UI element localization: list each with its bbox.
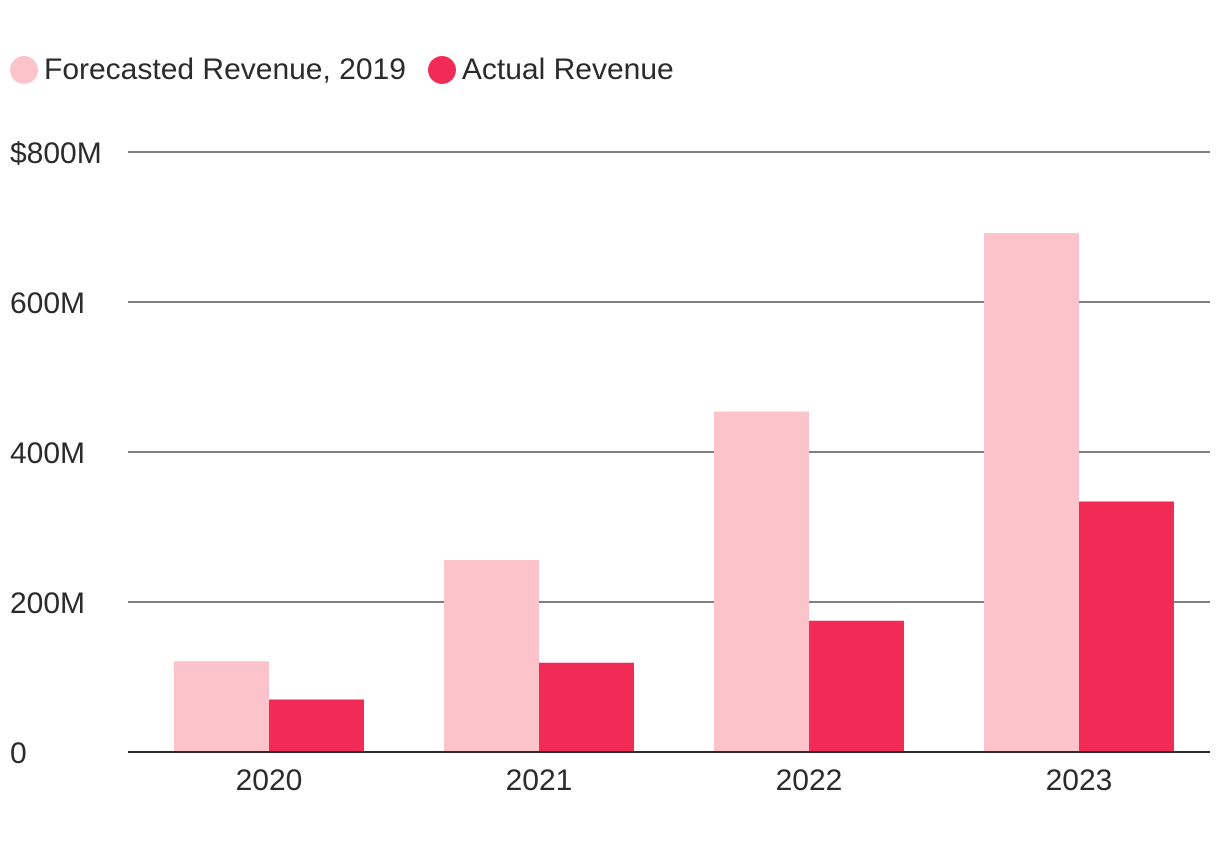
bars	[174, 233, 1174, 752]
y-tick-label: 600M	[10, 287, 85, 320]
bar-forecasted-2023	[984, 233, 1079, 752]
legend-label-forecasted: Forecasted Revenue, 2019	[44, 53, 406, 86]
legend-swatch-actual	[427, 56, 456, 84]
x-tick-label: 2022	[776, 764, 843, 797]
bar-actual-2023	[1079, 501, 1174, 752]
x-axis-ticks: 2020 2021 2022 2023	[236, 764, 1113, 797]
legend-swatch-forecasted	[10, 56, 38, 84]
legend-item-actual: Actual Revenue	[427, 53, 674, 87]
y-tick-label: 400M	[10, 437, 85, 470]
bar-forecasted-2021	[444, 560, 539, 752]
y-axis-ticks: 0 200M 400M 600M $800M	[10, 137, 102, 770]
x-tick-label: 2021	[506, 764, 573, 797]
bar-forecasted-2020	[174, 661, 269, 752]
bar-forecasted-2022	[714, 411, 809, 752]
y-tick-label: 0	[10, 737, 27, 770]
bar-actual-2021	[539, 662, 634, 752]
y-tick-label: $800M	[10, 137, 102, 170]
x-tick-label: 2020	[236, 764, 303, 797]
legend-label-actual: Actual Revenue	[461, 53, 674, 86]
legend-item-forecasted: Forecasted Revenue, 2019	[10, 53, 406, 87]
y-tick-label: 200M	[10, 587, 85, 620]
bar-actual-2020	[269, 699, 364, 752]
legend: Forecasted Revenue, 2019 Actual Revenue	[10, 50, 696, 90]
x-tick-label: 2023	[1046, 764, 1113, 797]
bar-actual-2022	[809, 620, 904, 752]
